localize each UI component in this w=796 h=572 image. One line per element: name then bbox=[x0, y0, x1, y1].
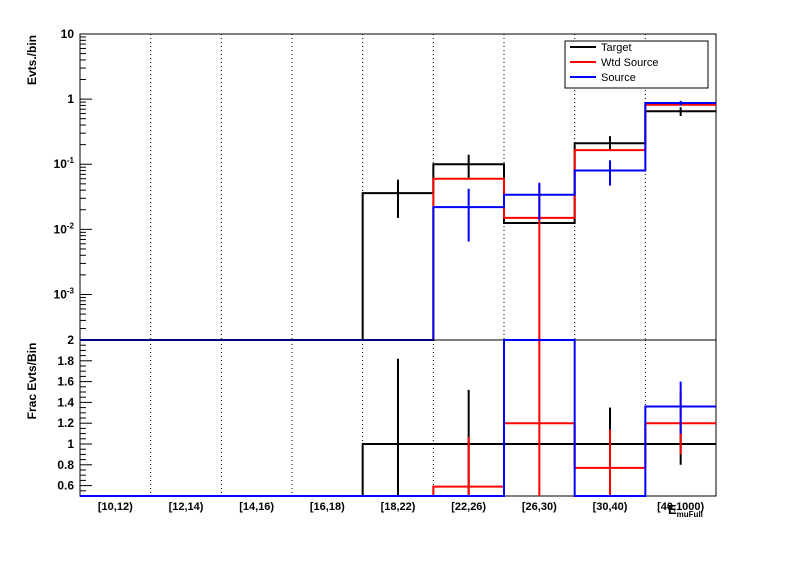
legend-box bbox=[564, 40, 709, 89]
x-tick-label: [12,14) bbox=[169, 501, 204, 513]
bottom-y-tick-label: 0.8 bbox=[57, 458, 74, 472]
legend-label-wtd-source: Wtd Source bbox=[601, 57, 658, 69]
bottom-y-tick-label: 1.6 bbox=[57, 375, 74, 389]
top-y-tick-label: 10-1 bbox=[54, 156, 75, 171]
bottom-y-ticks: 0.6 0.8 1 1.2 1.4 1.6 1.8 2 bbox=[57, 333, 92, 497]
top-y-tick-label: 10 bbox=[61, 27, 75, 41]
top-y-axis-label: Evts./bin bbox=[25, 35, 39, 85]
x-tick-label: [18,22) bbox=[381, 501, 416, 513]
bottom-panel: 0.6 0.8 1 1.2 1.4 1.6 1.8 2 [10,12) [12,14) [14,1… bbox=[25, 333, 717, 519]
top-y-tick-label: 10-3 bbox=[54, 286, 75, 301]
top-y-ticks: 10-3 10-2 10-1 1 10 bbox=[54, 27, 92, 341]
legend: Target Wtd Source Source bbox=[564, 40, 709, 89]
bottom-y-tick-label: 1.4 bbox=[57, 395, 74, 409]
legend-label-source: Source bbox=[601, 72, 636, 84]
top-y-tick-label: 1 bbox=[67, 92, 74, 106]
x-tick-labels: [10,12) [12,14) [14,16) [16,18) [18,22) [22,2… bbox=[98, 501, 705, 513]
x-tick-label: [22,26) bbox=[451, 501, 486, 513]
top-y-tick-label: 10-2 bbox=[54, 221, 75, 236]
x-tick-label: [26,30) bbox=[522, 501, 557, 513]
bottom-series-marks bbox=[80, 339, 716, 497]
x-axis-label-main: E bbox=[668, 502, 677, 517]
bottom-source-histogram bbox=[80, 339, 716, 497]
x-tick-label: [14,16) bbox=[239, 501, 274, 513]
x-axis-label-sub: muFull bbox=[677, 510, 703, 519]
bottom-y-tick-label: 2 bbox=[67, 333, 74, 347]
bottom-y-tick-label: 1 bbox=[67, 437, 74, 451]
bottom-y-axis-label: Frac Evts/Bin bbox=[25, 343, 39, 420]
x-tick-label: [16,18) bbox=[310, 501, 345, 513]
bottom-y-tick-label: 1.2 bbox=[57, 416, 74, 430]
legend-label-target: Target bbox=[601, 42, 632, 54]
x-tick-label: [30,40) bbox=[593, 501, 628, 513]
x-tick-label: [10,12) bbox=[98, 501, 133, 513]
bottom-y-tick-label: 0.6 bbox=[57, 479, 74, 493]
x-tick-label: [40,1000) bbox=[657, 501, 704, 513]
x-axis-label: EmuFull bbox=[668, 502, 703, 519]
bottom-y-tick-label: 1.8 bbox=[57, 354, 74, 368]
